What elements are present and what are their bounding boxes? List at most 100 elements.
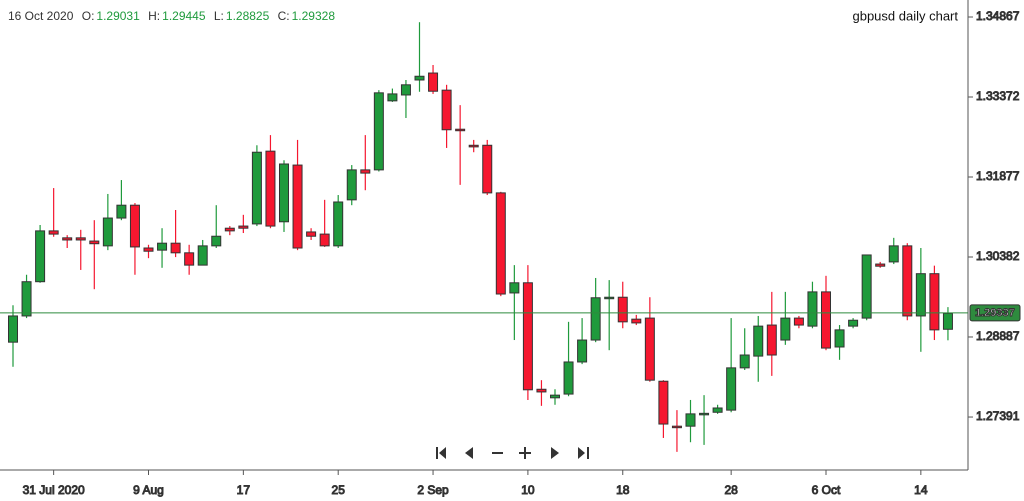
y-tick-label: 1.30382 [976, 249, 1020, 263]
candle-body [62, 237, 73, 241]
nav-zoom-out[interactable] [490, 446, 504, 460]
nav-first[interactable] [434, 446, 448, 460]
x-tick-label: 18 [616, 483, 630, 497]
header-label: L: [214, 9, 224, 23]
candle-body [848, 319, 859, 327]
candle-body [251, 151, 262, 225]
candle-body [400, 84, 411, 96]
y-tick-label: 1.28887 [976, 329, 1020, 343]
candle-body [143, 247, 154, 252]
x-tick-label: 9 Aug [133, 483, 164, 497]
candle-body [102, 217, 113, 247]
candle-body [834, 329, 845, 348]
candle-body [780, 317, 791, 341]
candle-body [658, 380, 669, 425]
x-tick-label: 28 [724, 483, 738, 497]
candle-body [739, 354, 750, 369]
candle-body [577, 339, 588, 363]
x-tick-label: 14 [914, 483, 928, 497]
header-label: C: [278, 9, 290, 23]
candle-body [482, 144, 493, 194]
candle-body [414, 75, 425, 81]
candle-body [346, 169, 357, 201]
candle-body [902, 245, 913, 317]
candle-body [617, 296, 628, 323]
candle-body [89, 240, 100, 245]
candle-body [861, 254, 872, 319]
candle-body [536, 388, 547, 393]
candle-body [184, 252, 195, 266]
x-tick-label: 10 [521, 483, 535, 497]
x-tick-label: 2 Sep [417, 483, 449, 497]
candle-body [604, 296, 615, 300]
candle-body [224, 227, 235, 232]
candle-body [929, 273, 940, 331]
x-tick-label: 6 Oct [812, 483, 841, 497]
candle-body [116, 204, 127, 219]
navigation: 1.34867 1.33372 1.31877 1.30382 1.28887 1.273… [0, 9, 1021, 498]
candle-body [211, 235, 222, 247]
header-label: H: [148, 9, 160, 23]
header-date: 16 Oct 2020 [8, 9, 74, 23]
candle-body [888, 245, 899, 263]
candle-body [807, 291, 818, 327]
candle-body [441, 89, 452, 131]
y-tick-label: 1.31877 [976, 169, 1020, 183]
x-tick-label: 17 [237, 483, 251, 497]
candle-body [495, 192, 506, 295]
candle-body [509, 282, 520, 294]
candle-body [915, 273, 926, 317]
header-value: 1.29445 [162, 9, 206, 23]
candle-body [360, 169, 371, 174]
candle-body [468, 144, 479, 148]
candle-body [157, 242, 168, 251]
candle-body [35, 230, 46, 283]
candle-body [129, 204, 140, 248]
candle-body [766, 324, 777, 356]
nav-zoom-in[interactable] [518, 446, 532, 460]
ohlc-header: 16 Oct 2020 O: 1.29031 H: 1.29445 L: 1.2882… [8, 9, 335, 23]
candle-body [644, 317, 655, 381]
candle-body [292, 164, 303, 249]
candle-body [793, 317, 804, 326]
candle-body [319, 233, 330, 247]
candle-body [821, 291, 831, 349]
candle-body [631, 318, 642, 324]
candle-body [699, 412, 710, 416]
candle-body [428, 72, 439, 92]
candle-body [753, 325, 764, 357]
chart-title: gbpusd daily chart [852, 8, 958, 23]
candle-body [170, 242, 181, 254]
candle-body [455, 128, 466, 132]
candle-body [563, 361, 574, 395]
candle-body [726, 367, 737, 411]
candle-body [522, 282, 533, 391]
nav-prev[interactable] [462, 446, 476, 460]
candle-body [197, 245, 208, 266]
candle-body [685, 413, 696, 427]
candle-body [21, 281, 32, 317]
candle-body [8, 315, 18, 343]
y-tick-label: 1.34867 [976, 9, 1020, 23]
candle-body [306, 231, 317, 237]
candle-body [671, 425, 682, 429]
candle-body [942, 312, 953, 330]
last-price-box [969, 304, 1021, 322]
candle-body [48, 230, 59, 235]
x-tick-label: 25 [332, 483, 346, 497]
candle-body [279, 163, 289, 223]
candle-body [712, 407, 723, 413]
header-value: 1.29031 [96, 9, 140, 23]
candle-body [550, 394, 560, 399]
candle-body [875, 263, 886, 267]
y-tick-label: 1.27391 [976, 409, 1020, 423]
candle-body [387, 93, 398, 102]
header-value: 1.28825 [226, 9, 270, 23]
nav-next[interactable] [547, 446, 561, 460]
candle-body [75, 237, 86, 241]
y-tick-label: 1.33372 [976, 89, 1020, 103]
header-value: 1.29328 [292, 9, 336, 23]
nav-last[interactable] [576, 446, 590, 460]
